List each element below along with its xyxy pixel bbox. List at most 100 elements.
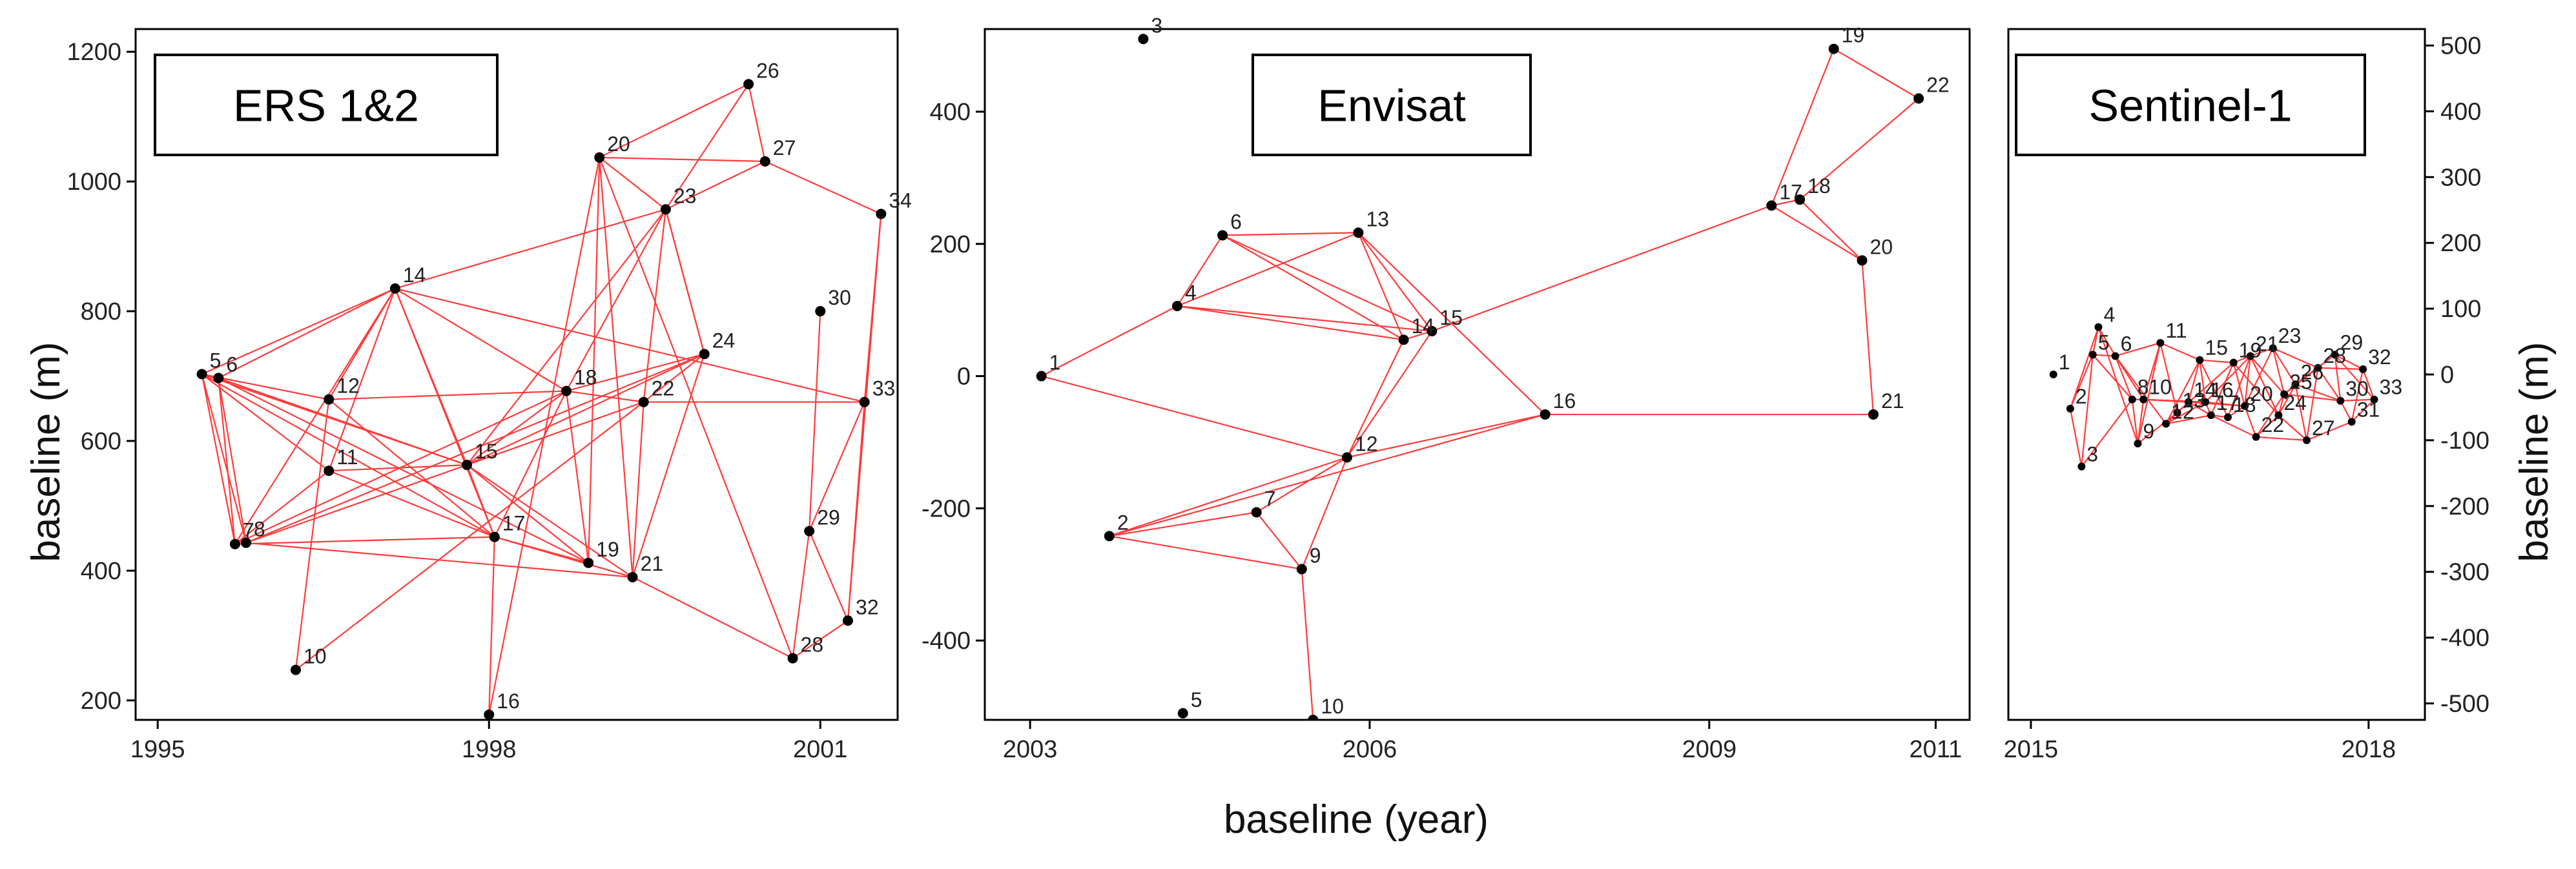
baseline-edge <box>1222 232 1359 236</box>
point-label: 10 <box>304 645 327 668</box>
baseline-edge <box>632 354 705 578</box>
y-tick-label: 600 <box>81 428 121 455</box>
baseline-edge <box>2272 347 2318 369</box>
plot-frame <box>984 28 1971 721</box>
x-tick-label: 1995 <box>130 736 185 763</box>
baseline-edge <box>792 620 849 659</box>
baseline-edge <box>2295 383 2341 402</box>
baseline-edge <box>218 377 468 466</box>
baseline-edge <box>2272 347 2285 394</box>
baseline-edge <box>1432 205 1772 332</box>
point-label: 2 <box>2076 385 2087 408</box>
acquisition-point <box>2184 398 2192 406</box>
point-label: 26 <box>756 59 779 82</box>
baseline-edge <box>565 391 590 564</box>
baseline-edge <box>2097 327 2139 444</box>
baseline-edge <box>2188 401 2212 416</box>
point-label: 15 <box>475 440 498 463</box>
baseline-edge <box>2272 347 2296 385</box>
baseline-edge <box>1301 569 1314 720</box>
baseline-edge <box>1256 456 1348 513</box>
baseline-edge <box>493 391 567 538</box>
panel-title: Envisat <box>1317 81 1466 131</box>
acquisition-point <box>2347 418 2356 426</box>
baseline-edge <box>809 402 865 532</box>
y-tick-label: -200 <box>922 495 971 522</box>
baseline-edge <box>2137 342 2161 444</box>
point-label: 6 <box>226 353 238 376</box>
y-tick-label: 1000 <box>67 169 121 196</box>
panel-ers: 1995 1998 2001 200 400 600 800 1000 1200 5 6 7 8 10 11… <box>67 28 912 763</box>
baseline-edge <box>245 464 468 544</box>
point-label: 15 <box>2205 336 2228 360</box>
acquisition-point <box>2252 433 2260 441</box>
acquisition-point <box>462 460 473 471</box>
baseline-edge <box>2092 327 2099 355</box>
point-label: 5 <box>210 349 222 372</box>
baseline-edge <box>1109 456 1348 537</box>
acquisition-point <box>1138 34 1149 45</box>
acquisition-point <box>2370 395 2378 404</box>
baseline-edge <box>329 464 468 472</box>
acquisition-point <box>2077 462 2086 471</box>
x-tick-label: 2006 <box>1343 736 1397 763</box>
baseline-edge <box>218 287 396 379</box>
baseline-edge <box>2362 369 2375 400</box>
baseline-edge <box>2115 342 2161 357</box>
baseline-edge <box>2210 362 2234 416</box>
panel-sentinel: 2015 2018-500-400-300-200-100010020030040… <box>2004 28 2489 763</box>
acquisition-point <box>1398 334 1409 345</box>
acquisition-point <box>2111 352 2119 360</box>
panel-envisat: 2003 2006 2009 2011-400-2000200400123456791… <box>922 14 1971 763</box>
y-tick-label: -100 <box>2440 427 2489 455</box>
acquisition-point <box>1104 531 1115 542</box>
baseline-edge <box>2340 398 2375 402</box>
point-label: 14 <box>2194 378 2217 402</box>
y-tick-label: 0 <box>2440 362 2454 389</box>
acquisition-point <box>290 664 301 675</box>
point-label: 28 <box>801 633 824 657</box>
acquisition-point <box>787 653 798 664</box>
acquisition-point <box>241 537 252 548</box>
acquisition-point <box>2331 351 2339 359</box>
baseline-edge <box>2143 342 2161 400</box>
baseline-edge <box>234 470 329 545</box>
baseline-edge <box>395 209 666 289</box>
baseline-edge <box>2205 401 2245 407</box>
point-label: 31 <box>2357 398 2380 421</box>
point-label: 19 <box>1842 24 1865 47</box>
point-label: 3 <box>1151 14 1162 37</box>
baseline-edge <box>1041 375 1348 458</box>
acquisition-point <box>2139 395 2148 404</box>
baseline-edge <box>2143 398 2206 403</box>
baseline-edge <box>234 536 495 545</box>
baseline-edge <box>1771 48 1835 206</box>
baseline-edge <box>1177 305 1404 341</box>
point-label: 12 <box>2171 400 2194 423</box>
y-tick-label: 1200 <box>67 39 121 66</box>
baseline-edge <box>2278 383 2296 416</box>
baseline-edge <box>1041 305 1178 377</box>
baseline-edge <box>665 160 766 210</box>
baseline-edge <box>201 373 329 472</box>
baseline-edge <box>2199 360 2207 402</box>
baseline-edge <box>632 576 794 659</box>
baseline-edge <box>748 84 766 162</box>
point-label: 1 <box>2059 351 2070 374</box>
acquisition-point <box>660 204 671 215</box>
acquisition-point <box>2291 380 2300 389</box>
baseline-edge <box>2256 436 2307 442</box>
acquisition-point <box>843 615 854 626</box>
baseline-edge <box>201 373 495 538</box>
point-label: 27 <box>2312 416 2335 440</box>
baseline-edge <box>2165 414 2211 425</box>
y-tick-label: 200 <box>81 688 121 715</box>
panel-title-box <box>2015 54 2366 156</box>
point-label: 16 <box>497 690 520 713</box>
y-tick-label: 400 <box>930 99 971 126</box>
baseline-edge <box>599 83 749 158</box>
baseline-edge <box>295 401 644 671</box>
point-label: 30 <box>2345 377 2369 400</box>
baseline-edge <box>2232 362 2280 416</box>
point-label: 11 <box>336 445 358 469</box>
